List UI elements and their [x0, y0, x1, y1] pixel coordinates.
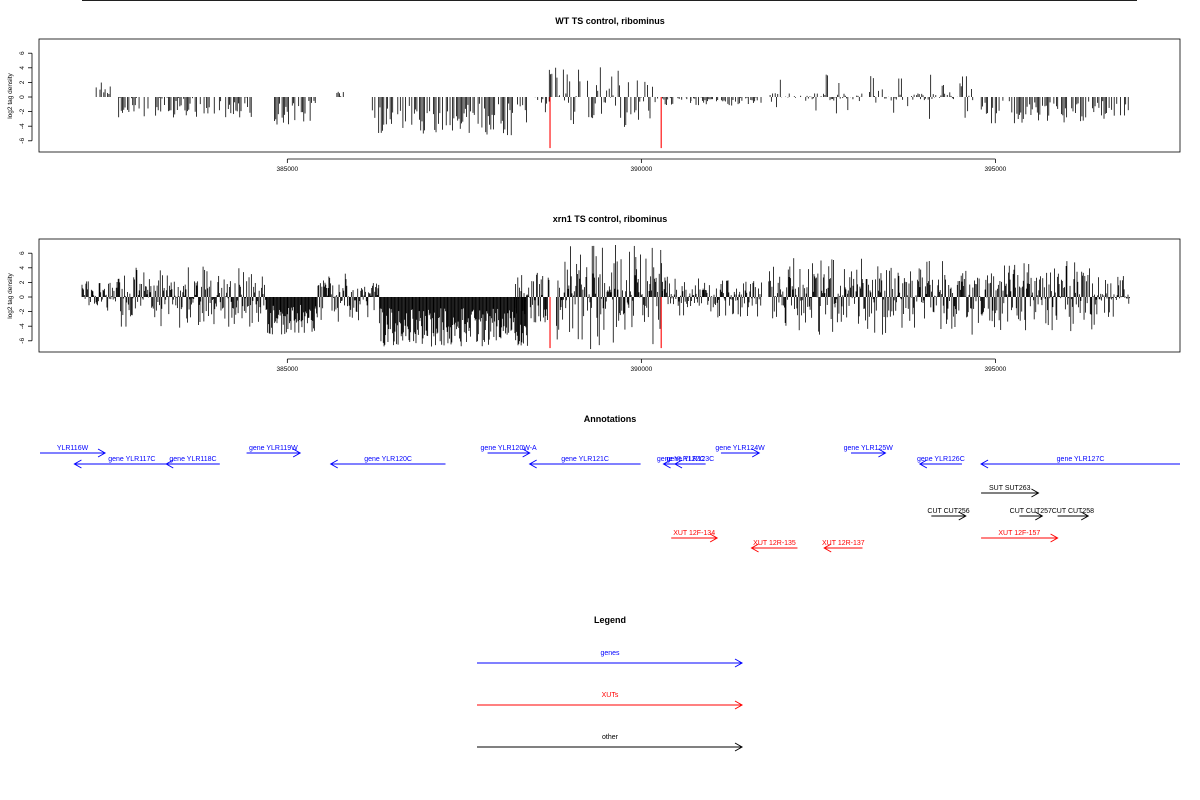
y-tick-label: -2	[19, 308, 26, 314]
y-tick-label: 2	[19, 280, 26, 284]
plot-frame	[38, 238, 1181, 353]
annotation-label: gene YLR122C	[657, 456, 705, 463]
y-tick-label: 6	[19, 51, 26, 55]
annotation-arrow: CUT CUT256	[927, 508, 970, 521]
annotation-label: XUT 12F-134	[673, 530, 715, 537]
annotation-label: gene YLR127C	[1057, 456, 1105, 463]
annotation-arrow: XUT 12R-137	[822, 540, 865, 553]
annotation-label: XUT 12F-157	[998, 530, 1040, 537]
annotation-label: gene YLR125W	[844, 445, 894, 452]
annotation-arrow: gene YLR125W	[844, 445, 894, 458]
y-tick-label: 0	[19, 295, 26, 299]
annotation-arrow: CUT CUT258	[1052, 508, 1094, 521]
annotation-label: gene YLR118C	[169, 456, 216, 463]
y-tick-label: 6	[19, 251, 26, 255]
annotation-label: CUT CUT258	[1052, 508, 1094, 515]
y-tick-label: -6	[19, 338, 26, 344]
x-tick-label: 395000	[985, 366, 1007, 373]
annotation-arrow: YLR116W	[40, 445, 107, 458]
annotation-arrow: XUT 12F-134	[671, 530, 719, 543]
annotation-arrow: gene YLR119W	[246, 445, 302, 458]
annotations-track: Annotations YLR116W gene YLR117C gene YLR1…	[40, 414, 1180, 553]
y-axis: -6 -4 -2 0 2 4 6	[19, 51, 33, 144]
y-tick-label: -4	[19, 323, 26, 329]
x-tick-label: 385000	[276, 166, 298, 173]
annotation-label: XUT 12R-135	[753, 540, 796, 547]
legend-item-xut: XUTs	[477, 692, 744, 710]
y-axis-label: log2 tag density	[7, 272, 14, 318]
x-tick-label: 385000	[276, 366, 298, 373]
plot-frame	[38, 38, 1181, 153]
annotation-label: SUT SUT263	[989, 485, 1031, 492]
legend-item-gene: genes	[477, 650, 744, 668]
annotation-label: gene YLR117C	[108, 456, 155, 463]
x-tick-label: 390000	[631, 366, 653, 373]
annotation-label: gene YLR123C	[666, 456, 714, 463]
x-tick-label: 395000	[985, 166, 1007, 173]
y-tick-label: -4	[19, 123, 26, 129]
annotation-label: gene YLR120C	[364, 456, 412, 463]
annotation-label: YLR116W	[57, 445, 89, 452]
legend-label: other	[602, 734, 619, 741]
annotation-arrow: SUT SUT263	[981, 485, 1040, 498]
y-axis-label: log2 tag density	[7, 72, 14, 118]
y-tick-label: 2	[19, 80, 26, 84]
annotation-label: gene YLR126C	[917, 456, 965, 463]
x-axis: 385000 390000 395000	[276, 158, 1007, 173]
annotation-label: CUT CUT256	[927, 508, 969, 515]
y-tick-label: 0	[19, 95, 26, 99]
y-axis: -6 -4 -2 0 2 4 6	[19, 251, 33, 344]
annotation-arrow: gene YLR121C	[528, 456, 641, 469]
legend-title: Legend	[594, 615, 626, 625]
annotation-arrow: XUT 12R-135	[750, 540, 798, 553]
y-tick-label: -2	[19, 108, 26, 114]
annotation-arrow: gene YLR126C	[917, 456, 965, 469]
density-bars	[95, 67, 1129, 149]
y-tick-label: 4	[19, 266, 26, 270]
annotation-label: gene YLR119W	[249, 445, 298, 452]
x-tick-label: 390000	[631, 166, 653, 173]
annotation-arrow: gene YLR127C	[980, 456, 1180, 469]
annotation-arrow: gene YLR120W-A	[481, 445, 537, 458]
density-bars	[81, 245, 1130, 350]
legend-label: genes	[600, 650, 620, 657]
annotation-label: gene YLR121C	[561, 456, 609, 463]
annotation-arrow: CUT CUT257	[1010, 508, 1052, 521]
panel-title: xrn1 TS control, ribominus	[553, 214, 668, 224]
wt-density-panel: WT TS control, ribominus log2 tag densit…	[7, 0, 1181, 173]
annotation-arrow: gene YLR118C	[165, 456, 220, 469]
y-tick-label: 4	[19, 66, 26, 70]
legend-item-other: other	[477, 734, 744, 752]
annotation-label: gene YLR124W	[715, 445, 765, 452]
annotation-arrow: XUT 12F-157	[981, 530, 1059, 543]
xrn1-density-panel: xrn1 TS control, ribominus log2 tag dens…	[7, 0, 1181, 373]
legend-label: XUTs	[602, 692, 619, 699]
annotation-arrow: gene YLR120C	[329, 456, 446, 469]
annotations-title: Annotations	[584, 414, 637, 424]
annotation-arrow: gene YLR124W	[715, 445, 765, 458]
x-axis: 385000 390000 395000	[276, 358, 1007, 373]
annotation-label: CUT CUT257	[1010, 508, 1052, 515]
y-tick-label: -6	[19, 138, 26, 144]
annotation-arrow: gene YLR123C	[666, 456, 714, 469]
annotation-label: gene YLR120W-A	[481, 445, 537, 452]
annotation-label: XUT 12R-137	[822, 540, 865, 547]
panel-title: WT TS control, ribominus	[555, 16, 665, 26]
legend: Legend genes XUTs other	[477, 615, 744, 752]
